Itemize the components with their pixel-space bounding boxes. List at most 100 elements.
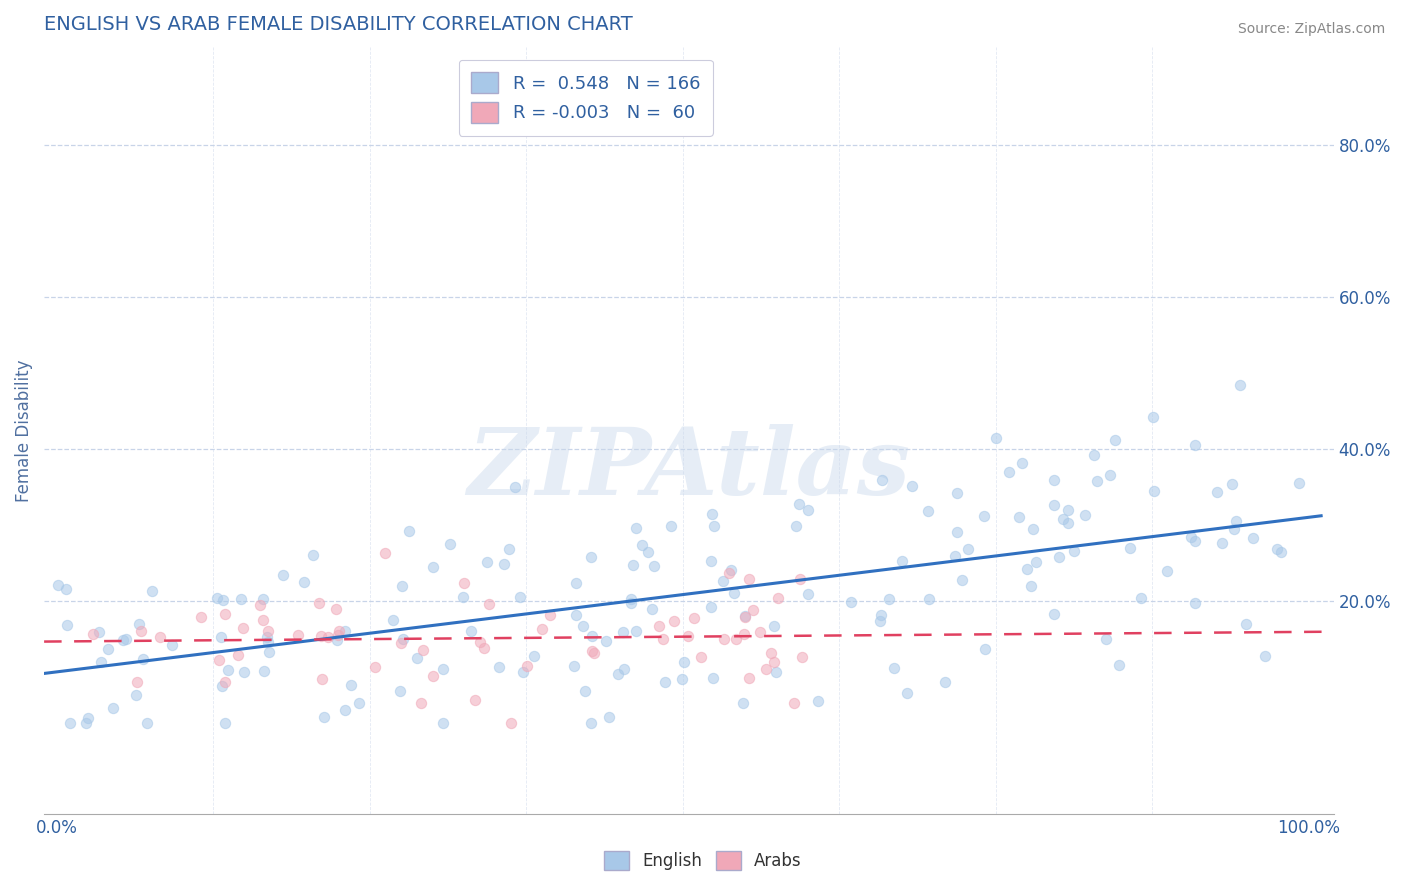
- Legend: English, Arabs: English, Arabs: [598, 844, 808, 877]
- Point: [512, 665, 534, 679]
- Point: [950, 574, 973, 588]
- Point: [733, 696, 755, 710]
- Point: [763, 655, 786, 669]
- Point: [1011, 456, 1033, 470]
- Point: [1052, 512, 1074, 526]
- Point: [787, 497, 810, 511]
- Point: [1022, 522, 1045, 536]
- Point: [582, 646, 605, 660]
- Point: [581, 715, 603, 730]
- Point: [1042, 499, 1064, 513]
- Point: [620, 591, 643, 606]
- Point: [973, 508, 995, 523]
- Point: [768, 591, 790, 605]
- Point: [1104, 433, 1126, 447]
- Point: [76, 711, 98, 725]
- Point: [55, 582, 77, 597]
- Point: [606, 667, 628, 681]
- Point: [208, 653, 231, 667]
- Point: [1025, 556, 1047, 570]
- Point: [806, 693, 828, 707]
- Point: [637, 545, 659, 559]
- Point: [211, 679, 233, 693]
- Point: [997, 465, 1019, 479]
- Point: [759, 646, 782, 660]
- Point: [132, 652, 155, 666]
- Point: [877, 592, 900, 607]
- Point: [409, 696, 432, 710]
- Point: [598, 710, 620, 724]
- Point: [214, 674, 236, 689]
- Point: [501, 715, 523, 730]
- Point: [621, 558, 644, 572]
- Point: [957, 541, 980, 556]
- Point: [689, 650, 711, 665]
- Point: [797, 587, 820, 601]
- Point: [129, 624, 152, 638]
- Point: [1222, 476, 1244, 491]
- Point: [1234, 616, 1257, 631]
- Point: [946, 486, 969, 500]
- Point: [214, 607, 236, 621]
- Point: [765, 665, 787, 680]
- Point: [325, 602, 347, 616]
- Point: [1184, 595, 1206, 609]
- Point: [141, 583, 163, 598]
- Point: [562, 659, 585, 673]
- Point: [620, 596, 643, 610]
- Point: [347, 696, 370, 710]
- Point: [1015, 562, 1038, 576]
- Point: [451, 590, 474, 604]
- Text: ENGLISH VS ARAB FEMALE DISABILITY CORRELATION CHART: ENGLISH VS ARAB FEMALE DISABILITY CORREL…: [44, 15, 633, 34]
- Point: [671, 673, 693, 687]
- Point: [579, 550, 602, 565]
- Point: [1288, 476, 1310, 491]
- Point: [253, 664, 276, 678]
- Point: [918, 592, 941, 607]
- Point: [934, 675, 956, 690]
- Point: [626, 521, 648, 535]
- Point: [257, 645, 280, 659]
- Point: [1074, 508, 1097, 522]
- Point: [271, 568, 294, 582]
- Point: [613, 662, 636, 676]
- Point: [1099, 468, 1122, 483]
- Point: [392, 632, 415, 646]
- Point: [738, 671, 761, 685]
- Point: [672, 655, 695, 669]
- Point: [839, 594, 862, 608]
- Point: [676, 629, 699, 643]
- Point: [1094, 632, 1116, 646]
- Point: [1211, 535, 1233, 549]
- Point: [734, 610, 756, 624]
- Point: [785, 518, 807, 533]
- Point: [127, 674, 149, 689]
- Point: [581, 629, 603, 643]
- Point: [388, 684, 411, 698]
- Point: [149, 630, 172, 644]
- Point: [498, 541, 520, 556]
- Point: [626, 624, 648, 638]
- Point: [214, 715, 236, 730]
- Point: [287, 627, 309, 641]
- Point: [683, 611, 706, 625]
- Point: [232, 621, 254, 635]
- Point: [422, 669, 444, 683]
- Point: [292, 575, 315, 590]
- Point: [226, 648, 249, 663]
- Point: [723, 586, 745, 600]
- Point: [702, 671, 724, 685]
- Point: [725, 632, 748, 646]
- Point: [1180, 530, 1202, 544]
- Point: [190, 610, 212, 624]
- Point: [312, 710, 335, 724]
- Point: [700, 554, 723, 568]
- Point: [703, 519, 725, 533]
- Point: [748, 625, 770, 640]
- Point: [340, 678, 363, 692]
- Point: [1057, 516, 1080, 530]
- Point: [328, 624, 350, 638]
- Point: [1229, 377, 1251, 392]
- Point: [59, 715, 82, 730]
- Point: [1241, 531, 1264, 545]
